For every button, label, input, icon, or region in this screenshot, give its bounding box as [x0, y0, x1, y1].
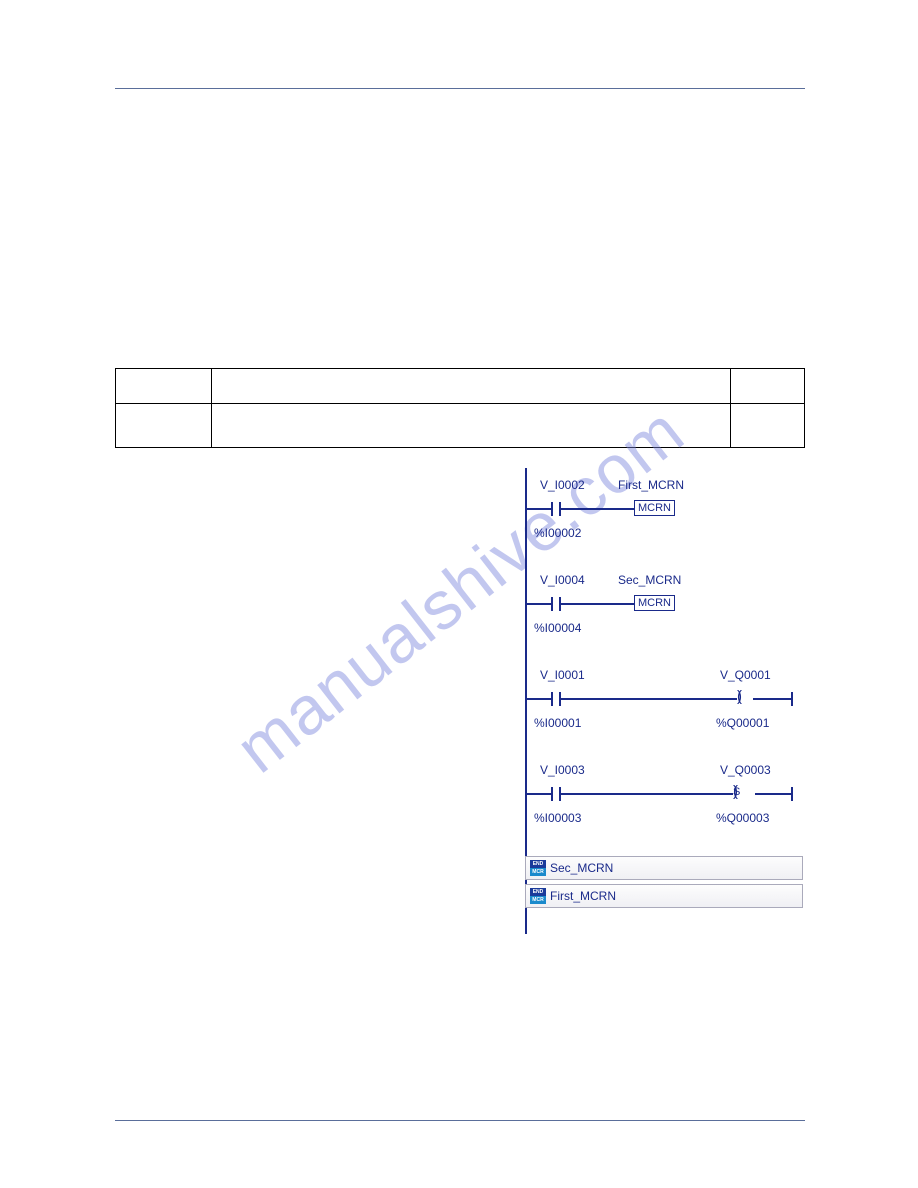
ladder-diagram: V_I0002 First_MCRN MCRN %I00002 V_I0004 …	[520, 468, 803, 934]
rung-label: V_I0001	[540, 668, 585, 682]
table-cell	[116, 369, 212, 404]
wire	[561, 698, 737, 700]
terminator	[791, 787, 793, 801]
table-cell	[211, 369, 730, 404]
end-mcr-row: END MCR Sec_MCRN	[525, 856, 803, 880]
end-row-label: First_MCRN	[550, 889, 616, 903]
rung-label: %I00001	[534, 716, 581, 730]
mcrn-box: MCRN	[634, 500, 675, 516]
bottom-divider	[115, 1120, 805, 1121]
rung-label: Sec_MCRN	[618, 573, 681, 587]
rung-label: %Q00003	[716, 811, 769, 825]
wire	[755, 793, 791, 795]
wire	[527, 793, 551, 795]
table-row	[116, 404, 805, 448]
wire	[753, 698, 791, 700]
set-coil: ( S )	[733, 787, 747, 801]
end-mcr-icon: END MCR	[530, 860, 546, 876]
rung-label: First_MCRN	[618, 478, 684, 492]
end-mcr-icon: END MCR	[530, 888, 546, 904]
wire	[527, 508, 551, 510]
rung-label: V_Q0003	[720, 763, 771, 777]
table-cell	[116, 404, 212, 448]
wire	[561, 793, 733, 795]
end-row-label: Sec_MCRN	[550, 861, 613, 875]
rung-label: V_I0003	[540, 763, 585, 777]
rung-label: %I00004	[534, 621, 581, 635]
rung-label: V_Q0001	[720, 668, 771, 682]
table-row	[116, 369, 805, 404]
wire	[527, 698, 551, 700]
mcrn-box: MCRN	[634, 595, 675, 611]
wire	[561, 508, 634, 510]
rung-label: %I00003	[534, 811, 581, 825]
wire	[527, 603, 551, 605]
table-cell	[731, 404, 805, 448]
rung-label: V_I0002	[540, 478, 585, 492]
terminator	[791, 692, 793, 706]
content-table	[115, 368, 805, 448]
table-cell	[211, 404, 730, 448]
rung-label: V_I0004	[540, 573, 585, 587]
rung-label: %Q00001	[716, 716, 769, 730]
wire	[561, 603, 634, 605]
end-mcr-row: END MCR First_MCRN	[525, 884, 803, 908]
coil: ( )	[737, 692, 751, 706]
rung-label: %I00002	[534, 526, 581, 540]
table-cell	[731, 369, 805, 404]
top-divider	[115, 88, 805, 89]
